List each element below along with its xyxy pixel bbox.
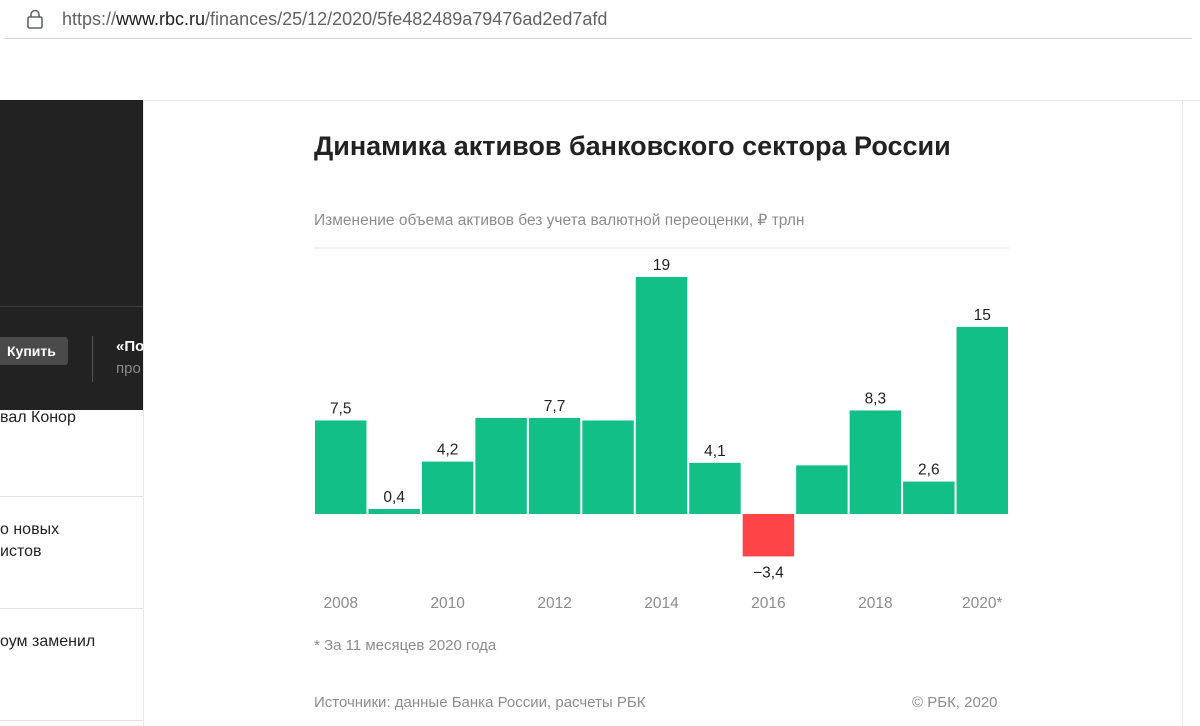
chart-bar <box>903 481 955 514</box>
chart-title: Динамика активов банковского сектора Рос… <box>314 131 951 161</box>
promo-separator <box>92 336 93 382</box>
column-border <box>143 100 144 726</box>
url-text[interactable]: https://www.rbc.ru/finances/25/12/2020/5… <box>62 9 607 30</box>
chart-data-label: 2,6 <box>918 462 940 479</box>
address-bar[interactable]: https://www.rbc.ru/finances/25/12/2020/5… <box>0 0 1200 40</box>
chart-bar <box>849 410 902 514</box>
news-item[interactable]: о новых истов <box>0 519 143 563</box>
news-item[interactable]: оум заменил <box>0 631 143 653</box>
promo-divider <box>0 306 143 307</box>
chart-x-tick-label: 2008 <box>323 595 357 612</box>
right-column-border <box>1182 100 1183 726</box>
chart-bar <box>689 462 741 514</box>
chart-bar <box>796 465 848 514</box>
promo-title[interactable]: «По <box>116 338 143 355</box>
chart-data-label: 7,7 <box>544 398 566 415</box>
chart-bar <box>742 514 795 557</box>
chart-data-label: −3,4 <box>753 564 784 581</box>
chart-data-label: 15 <box>974 307 991 324</box>
bar-chart: 7,5 2008 0,4 4,2 2010 7,7 2012 19 2014 4,1 −3,4 201… <box>314 247 1009 612</box>
news-item-line: о новых <box>0 521 60 538</box>
chart-data-label: 19 <box>653 257 670 274</box>
url-prefix: https:// <box>62 9 117 29</box>
chart-data-label: 0,4 <box>383 489 405 506</box>
chart-bar <box>475 417 527 514</box>
chart-bar <box>528 417 581 514</box>
chart-source: Источники: данные Банка России, расчеты … <box>314 694 646 711</box>
chart-x-tick-label: 2020* <box>962 595 1003 612</box>
news-item-line: оум заменил <box>0 633 96 650</box>
news-item[interactable]: вал Конор <box>0 407 143 429</box>
chart-bar <box>421 461 474 514</box>
chart-data-label: 7,5 <box>330 400 352 417</box>
chart-bar <box>582 420 634 514</box>
news-item-line: истов <box>0 543 42 560</box>
news-item-line: вал Конор <box>0 409 76 426</box>
chart-subtitle: Изменение объема активов без учета валют… <box>314 212 805 229</box>
chart-x-tick-label: 2012 <box>537 595 571 612</box>
url-host: www.rbc.ru <box>116 9 206 29</box>
news-divider <box>0 496 143 497</box>
promo-subtitle: про <box>116 360 141 377</box>
page-header-strip <box>0 40 1200 101</box>
lock-icon <box>27 9 43 29</box>
chart-x-tick-label: 2014 <box>644 595 679 612</box>
chart-data-label: 8,3 <box>865 390 887 407</box>
news-divider <box>0 608 143 609</box>
chart-bar <box>956 326 1008 514</box>
chart-x-tick-label: 2016 <box>751 595 785 612</box>
url-path: /finances/25/12/2020/5fe482489a79476ad2e… <box>205 9 608 29</box>
address-bar-frame: https://www.rbc.ru/finances/25/12/2020/5… <box>4 0 1192 39</box>
chart-x-tick-label: 2018 <box>858 595 892 612</box>
chart-bar <box>368 509 420 514</box>
chart-x-tick-label: 2010 <box>430 595 465 612</box>
buy-button[interactable]: Купить <box>0 337 68 365</box>
news-divider <box>0 720 143 721</box>
chart-data-label: 4,2 <box>437 442 459 459</box>
chart-data-label: 4,1 <box>704 443 726 460</box>
chart-bar <box>315 420 367 514</box>
chart-copyright: © РБК, 2020 <box>912 694 998 711</box>
left-column: Купить «По про вал Конор о новых истов о… <box>0 100 143 726</box>
chart-footnote: * За 11 месяцев 2020 года <box>314 637 497 654</box>
chart-bar <box>635 277 688 514</box>
